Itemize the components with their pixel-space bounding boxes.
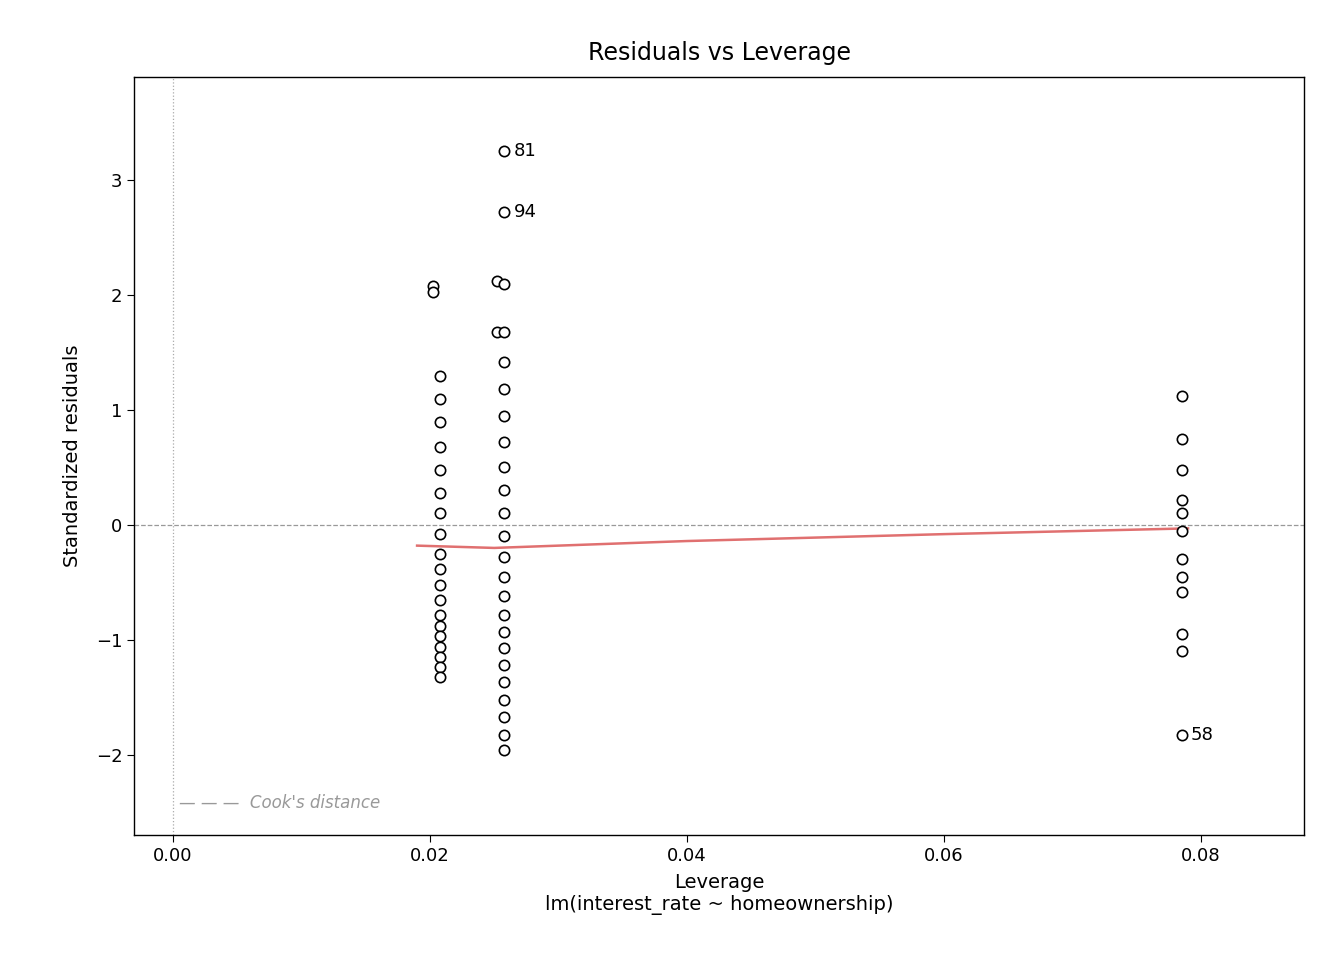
Point	[430, 391, 452, 406]
Point	[493, 624, 515, 639]
Point	[493, 204, 515, 220]
Point	[487, 324, 508, 340]
Point	[430, 629, 452, 644]
Point	[1171, 492, 1192, 507]
Y-axis label: Standardized residuals: Standardized residuals	[63, 345, 82, 567]
Point	[493, 506, 515, 521]
Point	[422, 278, 444, 294]
Point	[493, 588, 515, 604]
Point	[430, 639, 452, 655]
Point	[493, 607, 515, 622]
Point	[430, 439, 452, 454]
X-axis label: Leverage
lm(interest_rate ~ homeownership): Leverage lm(interest_rate ~ homeownershi…	[544, 874, 894, 915]
Point	[430, 414, 452, 429]
Point	[493, 144, 515, 159]
Text: — — —  Cook's distance: — — — Cook's distance	[179, 794, 380, 812]
Point	[430, 485, 452, 500]
Point	[1171, 462, 1192, 477]
Point	[1171, 523, 1192, 539]
Point	[493, 382, 515, 397]
Point	[493, 460, 515, 475]
Point	[1171, 389, 1192, 404]
Point	[1171, 431, 1192, 446]
Point	[493, 435, 515, 450]
Point	[1171, 506, 1192, 521]
Point	[430, 546, 452, 562]
Text: 94: 94	[513, 204, 536, 222]
Point	[1171, 584, 1192, 599]
Point	[430, 660, 452, 675]
Point	[493, 276, 515, 291]
Point	[493, 692, 515, 708]
Point	[1171, 552, 1192, 567]
Point	[1171, 627, 1192, 642]
Point	[493, 408, 515, 423]
Text: 81: 81	[513, 142, 536, 160]
Point	[430, 649, 452, 664]
Point	[1171, 728, 1192, 743]
Point	[430, 462, 452, 477]
Point	[430, 526, 452, 541]
Point	[493, 549, 515, 564]
Point	[493, 728, 515, 743]
Point	[493, 658, 515, 673]
Text: 58: 58	[1191, 726, 1214, 744]
Title: Residuals vs Leverage: Residuals vs Leverage	[587, 41, 851, 65]
Point	[493, 324, 515, 340]
Point	[1171, 643, 1192, 659]
Point	[493, 529, 515, 544]
Point	[430, 561, 452, 576]
Point	[430, 618, 452, 634]
Point	[493, 640, 515, 656]
Point	[493, 354, 515, 370]
Point	[493, 483, 515, 498]
Point	[430, 368, 452, 383]
Point	[493, 742, 515, 757]
Point	[487, 274, 508, 289]
Point	[1171, 569, 1192, 585]
Point	[430, 669, 452, 684]
Point	[430, 577, 452, 592]
Point	[493, 569, 515, 585]
Point	[422, 284, 444, 300]
Point	[430, 607, 452, 622]
Point	[493, 709, 515, 725]
Point	[493, 675, 515, 690]
Point	[430, 592, 452, 608]
Point	[430, 506, 452, 521]
